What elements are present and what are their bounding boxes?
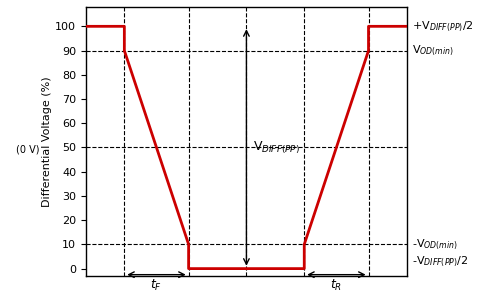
Text: V$_{OD(min)}$: V$_{OD(min)}$ (411, 44, 453, 58)
Y-axis label: Differential Voltage (%): Differential Voltage (%) (42, 76, 52, 207)
Text: $t_R$: $t_R$ (330, 278, 342, 293)
Text: (0 V): (0 V) (16, 145, 40, 154)
Text: $t_F$: $t_F$ (150, 278, 162, 293)
Text: V$_{DIFF(PP)}$: V$_{DIFF(PP)}$ (252, 139, 299, 156)
Text: +V$_{DIFF(PP)}$/2: +V$_{DIFF(PP)}$/2 (411, 19, 472, 34)
Text: -V$_{OD(min)}$: -V$_{OD(min)}$ (411, 237, 457, 252)
Text: -V$_{DIFF(PP)}$/2: -V$_{DIFF(PP)}$/2 (411, 254, 467, 268)
